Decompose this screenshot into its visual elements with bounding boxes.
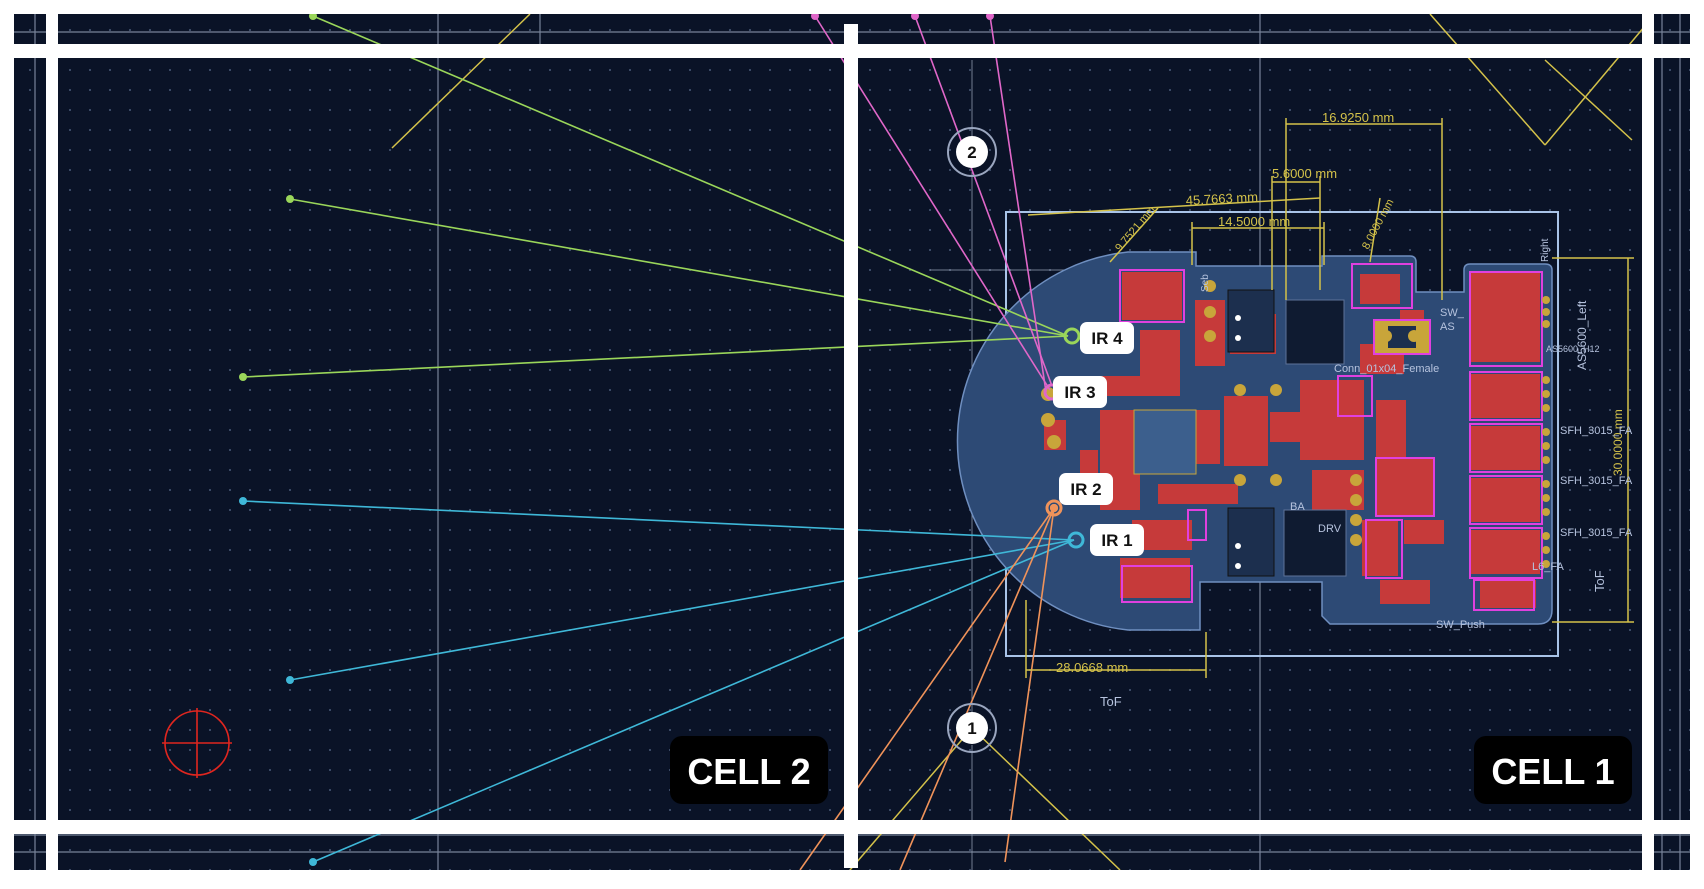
ir-3-label: IR 3 bbox=[1064, 383, 1095, 402]
origin-target-icon bbox=[162, 708, 232, 778]
ratsnest-endpoint bbox=[911, 14, 919, 20]
dimension-bottom-width: 28.0668 mm bbox=[1056, 660, 1128, 675]
ir-4-tag[interactable]: IR 4 bbox=[1080, 322, 1134, 354]
ir-1-label: IR 1 bbox=[1101, 531, 1132, 550]
silkscreen-sw: SW_ bbox=[1440, 307, 1465, 319]
sensor-pad bbox=[1063, 327, 1081, 345]
ratsnest-endpoint bbox=[286, 195, 294, 203]
ir-2-tag[interactable]: IR 2 bbox=[1059, 473, 1113, 505]
marker-2-label: 2 bbox=[967, 143, 976, 162]
ir-1-tag[interactable]: IR 1 bbox=[1090, 524, 1144, 556]
silkscreen-sfh-1: SFH_3015_FA bbox=[1560, 425, 1633, 437]
ratsnest-line bbox=[914, 15, 1053, 387]
silkscreen-conn: Conn_01x04_Female bbox=[1334, 363, 1439, 375]
silkscreen-tof-right: ToF bbox=[1592, 570, 1607, 592]
ratsnest-endpoint bbox=[986, 14, 994, 20]
ratsnest-line bbox=[1004, 507, 1055, 863]
ratsnest-line bbox=[242, 335, 1069, 378]
silkscreen-h12: AS5600_H12 bbox=[1546, 344, 1600, 354]
sensor-pad bbox=[1045, 499, 1063, 517]
ratsnest-endpoint bbox=[811, 14, 819, 20]
marker-2[interactable]: 2 bbox=[947, 127, 997, 177]
marker-1[interactable]: 1 bbox=[947, 703, 997, 753]
ratsnest-endpoint bbox=[239, 497, 247, 505]
silkscreen-l6-fa: L6_FA bbox=[1532, 561, 1564, 573]
silkscreen-as5600-left: AS5600_Left bbox=[1575, 300, 1589, 370]
ratsnest-line bbox=[899, 507, 1055, 870]
ratsnest-lines bbox=[239, 14, 1085, 870]
silkscreen-sw-push: SW_Push bbox=[1436, 619, 1485, 631]
sensor-pad bbox=[1067, 531, 1085, 549]
cell-1-badge: CELL 1 bbox=[1474, 736, 1632, 804]
marker-1-label: 1 bbox=[967, 719, 976, 738]
cell-1-label: CELL 1 bbox=[1491, 751, 1614, 792]
ratsnest-line bbox=[242, 500, 1075, 541]
ratsnest-endpoint bbox=[309, 14, 317, 20]
silkscreen-sfh-2: SFH_3015_FA bbox=[1560, 475, 1633, 487]
ratsnest-endpoint bbox=[309, 858, 317, 866]
cell-2-badge: CELL 2 bbox=[670, 736, 828, 804]
ratsnest-line bbox=[989, 15, 1047, 393]
silkscreen-sfh-3: SFH_3015_FA bbox=[1560, 527, 1633, 539]
silkscreen-as: AS bbox=[1440, 321, 1455, 333]
silkscreen-ba: BA bbox=[1290, 501, 1305, 513]
silkscreen-tof-bottom: ToF bbox=[1100, 694, 1122, 709]
dimension-top-width: 16.9250 mm bbox=[1322, 110, 1394, 125]
silkscreen-seb: Seb bbox=[1200, 274, 1211, 292]
ir-3-tag[interactable]: IR 3 bbox=[1053, 376, 1107, 408]
silkscreen-drv: DRV bbox=[1318, 523, 1342, 535]
ratsnest-line bbox=[312, 539, 1075, 863]
drawing-lines bbox=[391, 14, 1651, 870]
ratsnest-line bbox=[289, 198, 1069, 337]
ratsnest-endpoint bbox=[239, 373, 247, 381]
ratsnest-endpoint bbox=[286, 676, 294, 684]
dimension-right-height: 30.0000 mm bbox=[1611, 409, 1625, 476]
silkscreen-right: Right bbox=[1540, 238, 1551, 262]
ratsnest-line bbox=[289, 539, 1075, 681]
ir-4-label: IR 4 bbox=[1091, 329, 1123, 348]
ratsnest-line bbox=[799, 507, 1055, 870]
ratsnest-endpoint bbox=[1050, 504, 1058, 512]
dimension-overall-width: 45.7663 mm bbox=[1185, 189, 1258, 208]
cell-2-label: CELL 2 bbox=[687, 751, 810, 792]
dimension-mid-width: 5.6000 mm bbox=[1272, 166, 1337, 181]
ratsnest-line bbox=[312, 15, 1069, 337]
ir-2-label: IR 2 bbox=[1070, 480, 1101, 499]
dimension-lines bbox=[1025, 118, 1634, 678]
dimension-inner-width: 14.5000 mm bbox=[1218, 214, 1290, 229]
